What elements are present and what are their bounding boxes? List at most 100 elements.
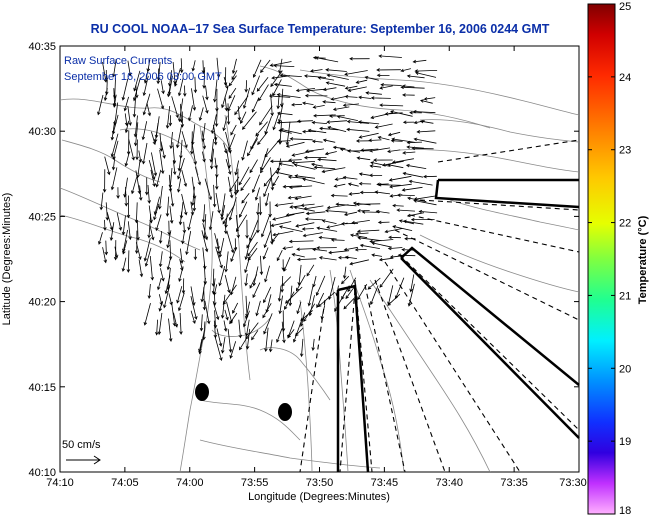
current-vector bbox=[403, 219, 424, 225]
current-vector bbox=[215, 246, 223, 269]
current-vector bbox=[287, 195, 302, 200]
current-vector bbox=[346, 127, 370, 132]
current-vector bbox=[146, 102, 152, 117]
current-vector bbox=[262, 247, 269, 260]
current-vector bbox=[177, 150, 182, 172]
current-vector bbox=[109, 222, 115, 242]
current-vector bbox=[251, 97, 260, 113]
current-vector bbox=[98, 232, 103, 245]
current-vector bbox=[344, 255, 357, 260]
current-vector bbox=[343, 246, 358, 252]
current-vector bbox=[281, 321, 286, 344]
current-vector bbox=[400, 68, 411, 73]
current-vector bbox=[392, 225, 413, 231]
colorbar-tick-label: 23 bbox=[619, 145, 631, 157]
current-vector bbox=[344, 94, 358, 99]
current-vector bbox=[158, 251, 163, 268]
current-vector bbox=[326, 73, 349, 80]
current-vector bbox=[344, 70, 368, 76]
current-vector bbox=[412, 109, 436, 114]
current-vector bbox=[224, 309, 229, 321]
current-vector bbox=[370, 285, 379, 306]
current-vector bbox=[311, 139, 323, 144]
current-vector bbox=[168, 318, 173, 342]
current-vector bbox=[133, 122, 139, 147]
current-vector bbox=[296, 301, 302, 315]
current-vector bbox=[166, 230, 172, 249]
current-vector bbox=[369, 147, 391, 153]
current-vector bbox=[227, 176, 234, 199]
current-vector bbox=[312, 275, 317, 288]
current-vector bbox=[388, 175, 412, 182]
current-vector bbox=[188, 105, 193, 122]
x-tick-label: 73:30 bbox=[559, 477, 587, 489]
scale-label: 50 cm/s bbox=[62, 439, 101, 451]
current-vector bbox=[157, 277, 162, 291]
current-vector bbox=[178, 266, 184, 283]
current-vector bbox=[359, 243, 380, 249]
current-vector bbox=[376, 73, 390, 78]
current-vector bbox=[288, 285, 293, 307]
current-vector bbox=[347, 149, 370, 153]
current-vector bbox=[269, 220, 274, 245]
current-vector bbox=[390, 110, 413, 117]
current-vector bbox=[116, 212, 123, 231]
current-vector bbox=[201, 230, 209, 253]
current-vector bbox=[198, 107, 204, 122]
current-vector bbox=[282, 246, 294, 250]
current-vector bbox=[357, 283, 368, 301]
y-tick-label: 40:30 bbox=[28, 126, 56, 138]
current-vector bbox=[141, 121, 148, 141]
current-vector bbox=[294, 327, 304, 337]
current-vector bbox=[229, 341, 237, 359]
current-vector bbox=[165, 106, 171, 129]
current-vector bbox=[122, 240, 128, 255]
current-vector bbox=[374, 123, 393, 129]
current-vector bbox=[233, 184, 238, 196]
current-vector bbox=[281, 259, 286, 272]
current-vector bbox=[423, 97, 436, 101]
current-vector bbox=[276, 111, 293, 116]
current-vector bbox=[252, 282, 261, 299]
current-vector bbox=[291, 150, 314, 157]
current-vector bbox=[369, 173, 383, 178]
current-vector bbox=[333, 183, 346, 188]
current-vector bbox=[332, 106, 350, 111]
current-vector bbox=[181, 278, 186, 294]
current-vector bbox=[278, 102, 284, 124]
current-vector bbox=[134, 202, 139, 224]
current-vector bbox=[234, 160, 239, 176]
current-vector bbox=[343, 211, 358, 216]
current-vector bbox=[358, 172, 370, 176]
current-vector bbox=[379, 268, 394, 288]
current-vector bbox=[411, 146, 434, 151]
current-vector bbox=[379, 85, 393, 90]
current-vector bbox=[364, 75, 379, 81]
current-vector bbox=[291, 160, 316, 165]
current-vector bbox=[256, 76, 269, 92]
current-vector bbox=[245, 319, 250, 337]
current-vector bbox=[384, 228, 403, 234]
current-vector bbox=[231, 70, 238, 81]
current-vector bbox=[401, 247, 414, 252]
current-vector bbox=[335, 285, 339, 297]
current-vector bbox=[182, 221, 187, 234]
current-vector bbox=[342, 266, 347, 280]
current-vector bbox=[279, 128, 302, 135]
current-vector bbox=[204, 300, 211, 325]
current-vector bbox=[275, 171, 293, 177]
current-vector bbox=[126, 250, 131, 273]
current-vector bbox=[258, 196, 263, 216]
current-vector bbox=[144, 247, 152, 267]
figure-title: RU COOL NOAA–17 Sea Surface Temperature:… bbox=[91, 22, 550, 36]
current-vector bbox=[116, 187, 120, 199]
current-vector bbox=[342, 175, 358, 180]
current-vector bbox=[277, 285, 282, 302]
current-vector bbox=[177, 78, 184, 97]
current-vector bbox=[106, 211, 114, 231]
current-vector bbox=[336, 115, 358, 121]
current-vector bbox=[302, 129, 316, 134]
current-vector bbox=[181, 169, 188, 188]
current-vector bbox=[306, 264, 315, 277]
current-vector bbox=[272, 79, 282, 97]
